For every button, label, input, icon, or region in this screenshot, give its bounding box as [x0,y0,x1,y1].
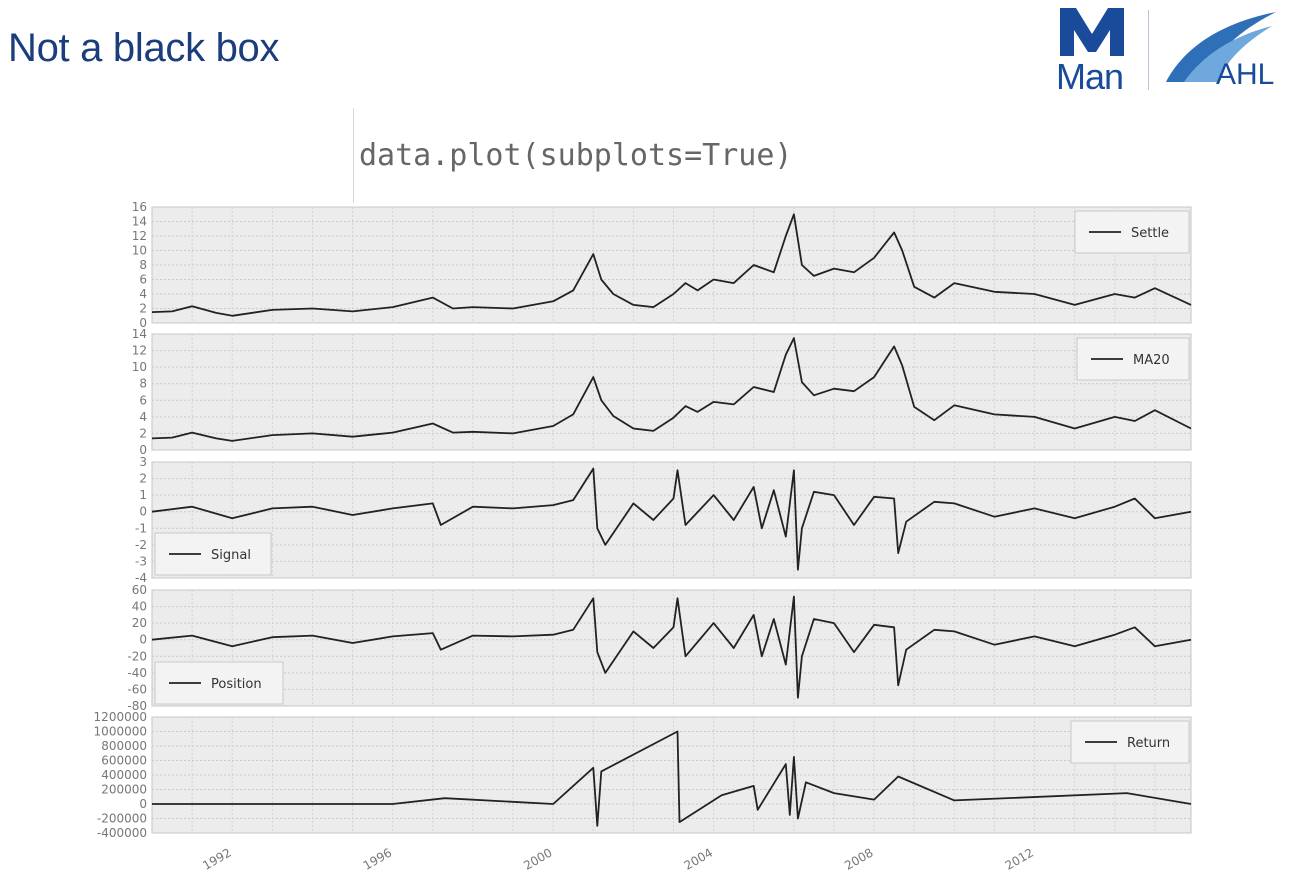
return-y-tick-label: -200000 [97,812,147,826]
ma20-y-tick-label: 2 [139,426,147,440]
signal-plot-area [151,461,1192,579]
settle-y-tick-label: 6 [139,273,147,287]
return-y-tick-label: 1000000 [94,725,147,739]
ma20-y-tick-label: 8 [139,377,147,391]
man-m-icon [1060,8,1124,56]
position-series-line [151,595,1192,699]
ma20-series-line [151,337,1192,442]
ma20-y-tick-label: 14 [132,327,147,341]
return-y-tick-label: -400000 [97,826,147,840]
ma20-y-tick-label: 6 [139,393,147,407]
x-tick-label: 2012 [1003,845,1036,872]
settle-y-tick-label: 8 [139,258,147,272]
ahl-swoosh-icon [1166,12,1276,82]
position-legend-label: Position [211,677,262,692]
position-y-tick-label: 40 [132,600,147,614]
x-tick-label: 1992 [200,845,233,872]
x-tick-label: 1996 [361,845,394,872]
return-y-tick-label: 400000 [101,768,147,782]
ma20-y-tick-label: 4 [139,410,147,424]
signal-y-tick-label: -1 [135,521,147,535]
settle-y-tick-label: 4 [139,287,147,301]
return-y-tick-label: 800000 [101,739,147,753]
signal-y-tick-label: 3 [139,455,147,469]
signal-series-line [151,467,1192,571]
ma20-y-tick-label: 12 [132,344,147,358]
company-logo: Man AHL [1048,0,1298,100]
signal-legend-label: Signal [211,548,251,563]
signal-y-tick-label: 1 [139,488,147,502]
return-series-line [152,730,1192,827]
x-tick-label: 2004 [682,845,715,872]
settle-y-tick-label: 16 [132,200,147,214]
ma20-plot-area [151,333,1192,451]
settle-y-tick-label: 2 [139,302,147,316]
settle-y-tick-label: 14 [132,215,147,229]
position-y-tick-label: 20 [132,616,147,630]
settle-series-line [151,213,1192,317]
return-y-tick-label: 0 [139,797,147,811]
settle-plot-area [151,206,1192,324]
return-y-tick-label: 600000 [101,754,147,768]
signal-y-tick-label: 0 [139,505,147,519]
position-y-tick-label: -20 [127,649,147,663]
slide-title: Not a black box [8,26,280,70]
position-y-tick-label: 60 [132,583,147,597]
man-wordmark: Man [1056,56,1124,97]
signal-y-tick-label: -3 [135,554,147,568]
ahl-wordmark: AHL [1216,58,1275,91]
settle-y-tick-label: 10 [132,244,147,258]
x-tick-label: 2000 [521,845,554,872]
signal-y-tick-label: 2 [139,472,147,486]
position-y-tick-label: -60 [127,682,147,696]
return-y-tick-label: 200000 [101,783,147,797]
code-panel: data.plot(subplots=True) [353,108,1301,203]
signal-y-tick-label: -2 [135,538,147,552]
signal-y-tick-label: -4 [135,571,147,585]
position-y-tick-label: -40 [127,666,147,680]
settle-legend-label: Settle [1131,226,1169,241]
code-snippet: data.plot(subplots=True) [359,138,793,173]
x-tick-label: 2008 [842,845,875,872]
settle-y-tick-label: 12 [132,229,147,243]
return-y-tick-label: 1200000 [94,710,147,724]
return-legend-label: Return [1127,736,1170,751]
settle-y-tick-label: 0 [139,316,147,330]
ma20-legend-label: MA20 [1133,353,1170,368]
position-y-tick-label: 0 [139,633,147,647]
position-plot-area [151,589,1192,707]
position-y-tick-label: -80 [127,699,147,713]
logo-divider [1148,10,1149,90]
ma20-y-tick-label: 10 [132,360,147,374]
ma20-y-tick-label: 0 [139,443,147,457]
